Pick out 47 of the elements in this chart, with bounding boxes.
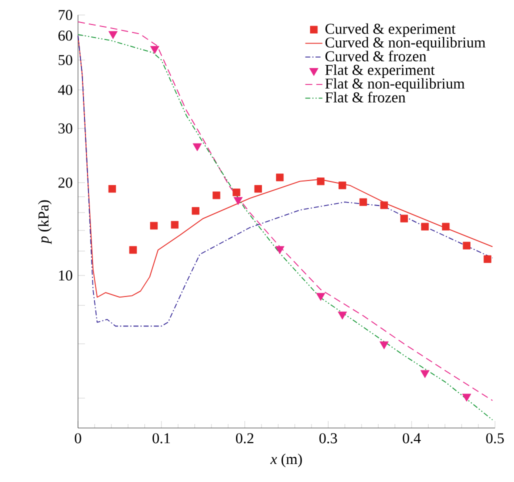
x-tick-label: 0.2 (236, 433, 254, 444)
point (484, 255, 492, 263)
point (316, 178, 324, 186)
y-tick-label: 70 (58, 10, 72, 20)
x-axis-title: x (m) (270, 454, 302, 468)
x-tick-label: 0.5 (486, 433, 504, 444)
legend-label: Curved & frozen (325, 50, 426, 62)
point (276, 174, 284, 182)
point (316, 292, 326, 301)
x-tick-label: 0 (74, 433, 82, 444)
x-tick-label: 0.4 (402, 433, 421, 444)
y-tick-label: 40 (58, 84, 72, 95)
point (170, 221, 179, 229)
point (150, 222, 158, 230)
legend-label: Flat & frozen (325, 92, 406, 102)
legend-label: Flat & experiment (325, 64, 435, 78)
y-tick-label: 60 (58, 30, 72, 41)
point (462, 242, 470, 250)
y-tick-label: 30 (58, 123, 72, 134)
point (232, 188, 240, 196)
point (420, 370, 430, 378)
point (275, 246, 284, 254)
point (192, 207, 200, 215)
x-tick-label: 0.3 (319, 433, 337, 444)
x-tick-label: 0.1 (152, 433, 170, 444)
point (254, 185, 262, 193)
point (380, 341, 389, 350)
point (380, 201, 388, 210)
y-tick-label: 20 (58, 178, 72, 188)
point (338, 182, 346, 190)
y-axis-title: p (kPa) (38, 200, 52, 244)
y-tick-label: 50 (58, 54, 72, 66)
point (400, 214, 408, 222)
point (108, 185, 116, 193)
y-tick-label: 10 (59, 270, 72, 281)
point (192, 143, 202, 152)
point (212, 192, 220, 200)
legend-label: Flat & non-equilibrium (325, 78, 465, 92)
point (234, 197, 243, 206)
point (442, 222, 450, 230)
point (129, 246, 137, 254)
point (421, 222, 429, 230)
point (462, 394, 472, 402)
legend-label: Curved & non-equilibrium (325, 36, 486, 51)
point (338, 312, 347, 320)
legend-label: Curved & experiment (325, 23, 456, 37)
point (359, 198, 368, 206)
